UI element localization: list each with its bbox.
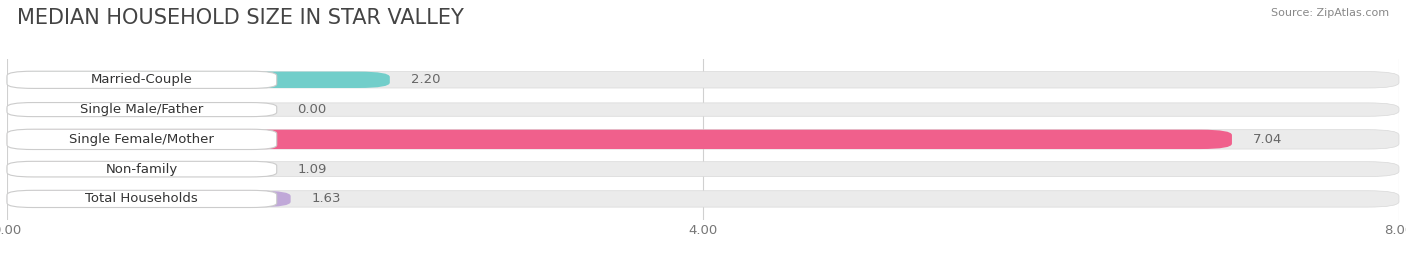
- Text: 2.20: 2.20: [411, 73, 440, 86]
- FancyBboxPatch shape: [7, 191, 291, 207]
- Text: 1.09: 1.09: [298, 163, 328, 176]
- FancyBboxPatch shape: [7, 129, 277, 150]
- Text: 7.04: 7.04: [1253, 133, 1282, 146]
- Text: MEDIAN HOUSEHOLD SIZE IN STAR VALLEY: MEDIAN HOUSEHOLD SIZE IN STAR VALLEY: [17, 8, 464, 28]
- Text: Non-family: Non-family: [105, 163, 179, 176]
- Text: 1.63: 1.63: [312, 192, 342, 205]
- FancyBboxPatch shape: [7, 162, 197, 177]
- FancyBboxPatch shape: [7, 191, 1399, 207]
- Text: Total Households: Total Households: [86, 192, 198, 205]
- Text: Single Female/Mother: Single Female/Mother: [69, 133, 214, 146]
- Text: Married-Couple: Married-Couple: [91, 73, 193, 86]
- FancyBboxPatch shape: [7, 130, 1399, 149]
- FancyBboxPatch shape: [7, 103, 277, 117]
- Text: Source: ZipAtlas.com: Source: ZipAtlas.com: [1271, 8, 1389, 18]
- FancyBboxPatch shape: [7, 71, 277, 88]
- FancyBboxPatch shape: [7, 190, 277, 207]
- Text: Single Male/Father: Single Male/Father: [80, 103, 204, 116]
- FancyBboxPatch shape: [7, 162, 1399, 177]
- FancyBboxPatch shape: [7, 161, 277, 177]
- FancyBboxPatch shape: [7, 72, 1399, 88]
- FancyBboxPatch shape: [7, 72, 389, 88]
- FancyBboxPatch shape: [7, 103, 1399, 116]
- Text: 0.00: 0.00: [298, 103, 326, 116]
- FancyBboxPatch shape: [7, 130, 1232, 149]
